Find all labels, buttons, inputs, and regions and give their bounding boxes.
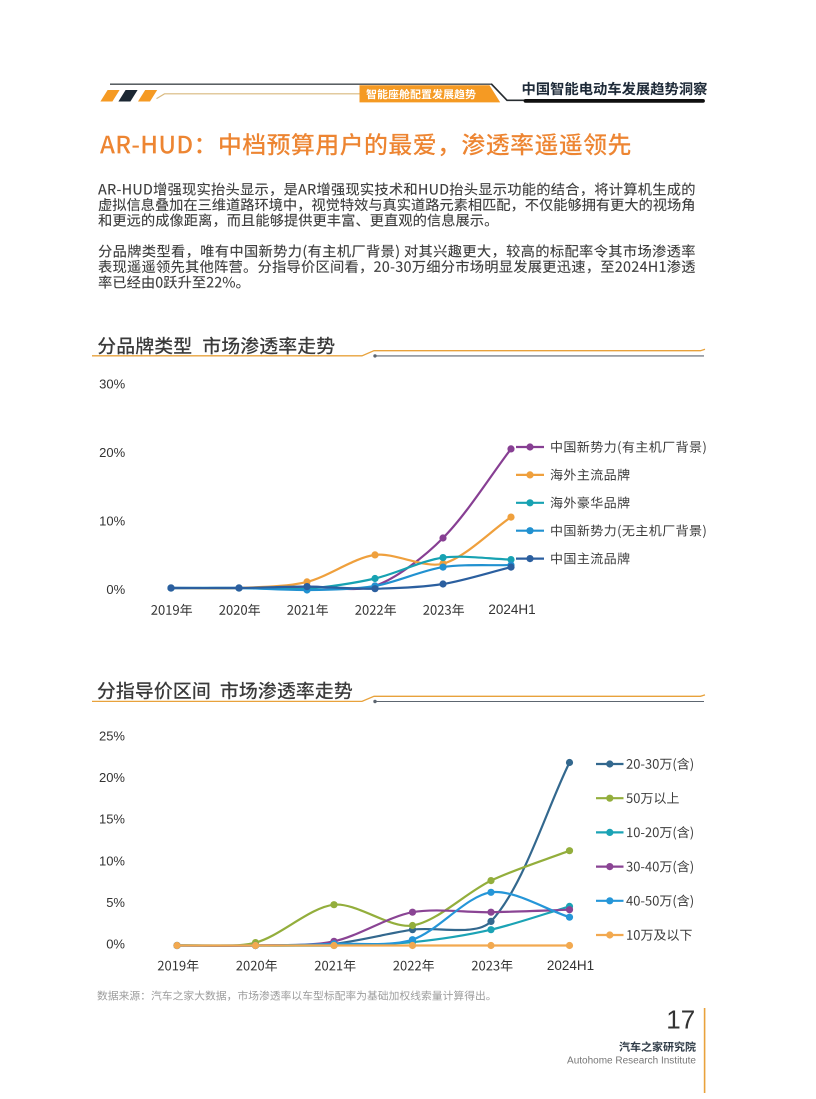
svg-text:0%: 0% [106, 582, 125, 597]
svg-text:25%: 25% [99, 729, 125, 744]
svg-text:2024H1: 2024H1 [488, 602, 535, 617]
svg-text:10%: 10% [99, 514, 125, 529]
svg-text:20%: 20% [99, 445, 125, 460]
svg-text:20%: 20% [99, 770, 125, 785]
svg-text:15%: 15% [99, 812, 125, 827]
svg-text:2024H1: 2024H1 [547, 958, 594, 973]
svg-text:5%: 5% [106, 895, 125, 910]
svg-text:Autohome Research Institute: Autohome Research Institute [567, 1056, 696, 1067]
svg-text:17: 17 [666, 1004, 695, 1034]
svg-text:10%: 10% [99, 853, 125, 868]
svg-text:30%: 30% [99, 377, 125, 392]
svg-text:0%: 0% [106, 937, 125, 952]
